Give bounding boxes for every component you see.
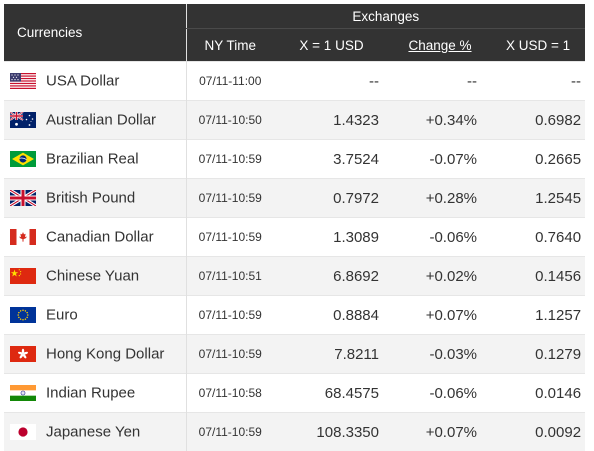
ny-time-cell: 07/11-10:59: [186, 218, 274, 257]
currency-name-cell: Indian Rupee: [4, 374, 186, 413]
currency-name-cell: Canadian Dollar: [4, 218, 186, 257]
change-cell: +0.28%: [389, 179, 491, 218]
us-flag-icon: [10, 73, 36, 89]
ny-time-cell: 07/11-10:59: [186, 335, 274, 374]
currencies-header: Currencies: [4, 4, 186, 62]
change-cell: +0.07%: [389, 413, 491, 451]
currency-name: Canadian Dollar: [46, 229, 154, 246]
ca-flag-icon: [10, 229, 36, 245]
rate-cell: 7.8211: [274, 335, 389, 374]
inverse-rate-cell: --: [491, 62, 585, 101]
change-cell: +0.07%: [389, 296, 491, 335]
change-cell: +0.34%: [389, 101, 491, 140]
rate-cell: 1.3089: [274, 218, 389, 257]
ny-time-cell: 07/11-11:00: [186, 62, 274, 101]
exchanges-header: Exchanges: [186, 4, 585, 29]
currency-name-cell: British Pound: [4, 179, 186, 218]
rate-header: X = 1 USD: [274, 29, 389, 62]
currency-name: Euro: [46, 307, 78, 324]
inverse-rate-cell: 1.1257: [491, 296, 585, 335]
currency-name-cell: Brazilian Real: [4, 140, 186, 179]
cn-flag-icon: [10, 268, 36, 284]
rate-cell: --: [274, 62, 389, 101]
currency-name: Hong Kong Dollar: [46, 346, 164, 363]
currency-name-cell: Chinese Yuan: [4, 257, 186, 296]
currency-name: Brazilian Real: [46, 151, 139, 168]
currency-table: Currencies Exchanges NY Time X = 1 USD C…: [4, 4, 585, 451]
rate-cell: 1.4323: [274, 101, 389, 140]
ny-time-header: NY Time: [186, 29, 274, 62]
jp-flag-icon: [10, 424, 36, 440]
br-flag-icon: [10, 151, 36, 167]
currency-name: British Pound: [46, 190, 135, 207]
inverse-rate-cell: 0.7640: [491, 218, 585, 257]
change-pct-header[interactable]: Change %: [389, 29, 491, 62]
change-cell: --: [389, 62, 491, 101]
inverse-rate-cell: 0.1279: [491, 335, 585, 374]
change-cell: +0.02%: [389, 257, 491, 296]
ny-time-cell: 07/11-10:59: [186, 413, 274, 451]
rate-cell: 68.4575: [274, 374, 389, 413]
inverse-rate-cell: 0.2665: [491, 140, 585, 179]
ny-time-cell: 07/11-10:58: [186, 374, 274, 413]
currency-name-cell: USA Dollar: [4, 62, 186, 101]
gb-flag-icon: [10, 190, 36, 206]
currency-name: Japanese Yen: [46, 424, 140, 441]
ny-time-cell: 07/11-10:59: [186, 296, 274, 335]
au-flag-icon: [10, 112, 36, 128]
ny-time-cell: 07/11-10:50: [186, 101, 274, 140]
eu-flag-icon: [10, 307, 36, 323]
inverse-rate-cell: 0.6982: [491, 101, 585, 140]
change-cell: -0.03%: [389, 335, 491, 374]
change-cell: -0.06%: [389, 374, 491, 413]
inverse-rate-cell: 1.2545: [491, 179, 585, 218]
inverse-rate-cell: 0.0092: [491, 413, 585, 451]
ny-time-cell: 07/11-10:51: [186, 257, 274, 296]
ny-time-cell: 07/11-10:59: [186, 140, 274, 179]
currency-name: Chinese Yuan: [46, 268, 139, 285]
rate-cell: 6.8692: [274, 257, 389, 296]
change-pct-link[interactable]: Change %: [408, 38, 471, 53]
currency-name-cell: Euro: [4, 296, 186, 335]
rate-cell: 0.8884: [274, 296, 389, 335]
in-flag-icon: [10, 385, 36, 401]
currency-name-cell: Hong Kong Dollar: [4, 335, 186, 374]
rate-cell: 3.7524: [274, 140, 389, 179]
currency-name: Indian Rupee: [46, 385, 135, 402]
inverse-rate-cell: 0.1456: [491, 257, 585, 296]
inverse-rate-cell: 0.0146: [491, 374, 585, 413]
currency-name-cell: Australian Dollar: [4, 101, 186, 140]
currency-name-cell: Japanese Yen: [4, 413, 186, 451]
change-cell: -0.07%: [389, 140, 491, 179]
rate-cell: 0.7972: [274, 179, 389, 218]
rate-cell: 108.3350: [274, 413, 389, 451]
currency-name: Australian Dollar: [46, 112, 156, 129]
ny-time-cell: 07/11-10:59: [186, 179, 274, 218]
currency-name: USA Dollar: [46, 73, 119, 90]
hk-flag-icon: [10, 346, 36, 362]
change-cell: -0.06%: [389, 218, 491, 257]
inverse-rate-header: X USD = 1: [491, 29, 585, 62]
